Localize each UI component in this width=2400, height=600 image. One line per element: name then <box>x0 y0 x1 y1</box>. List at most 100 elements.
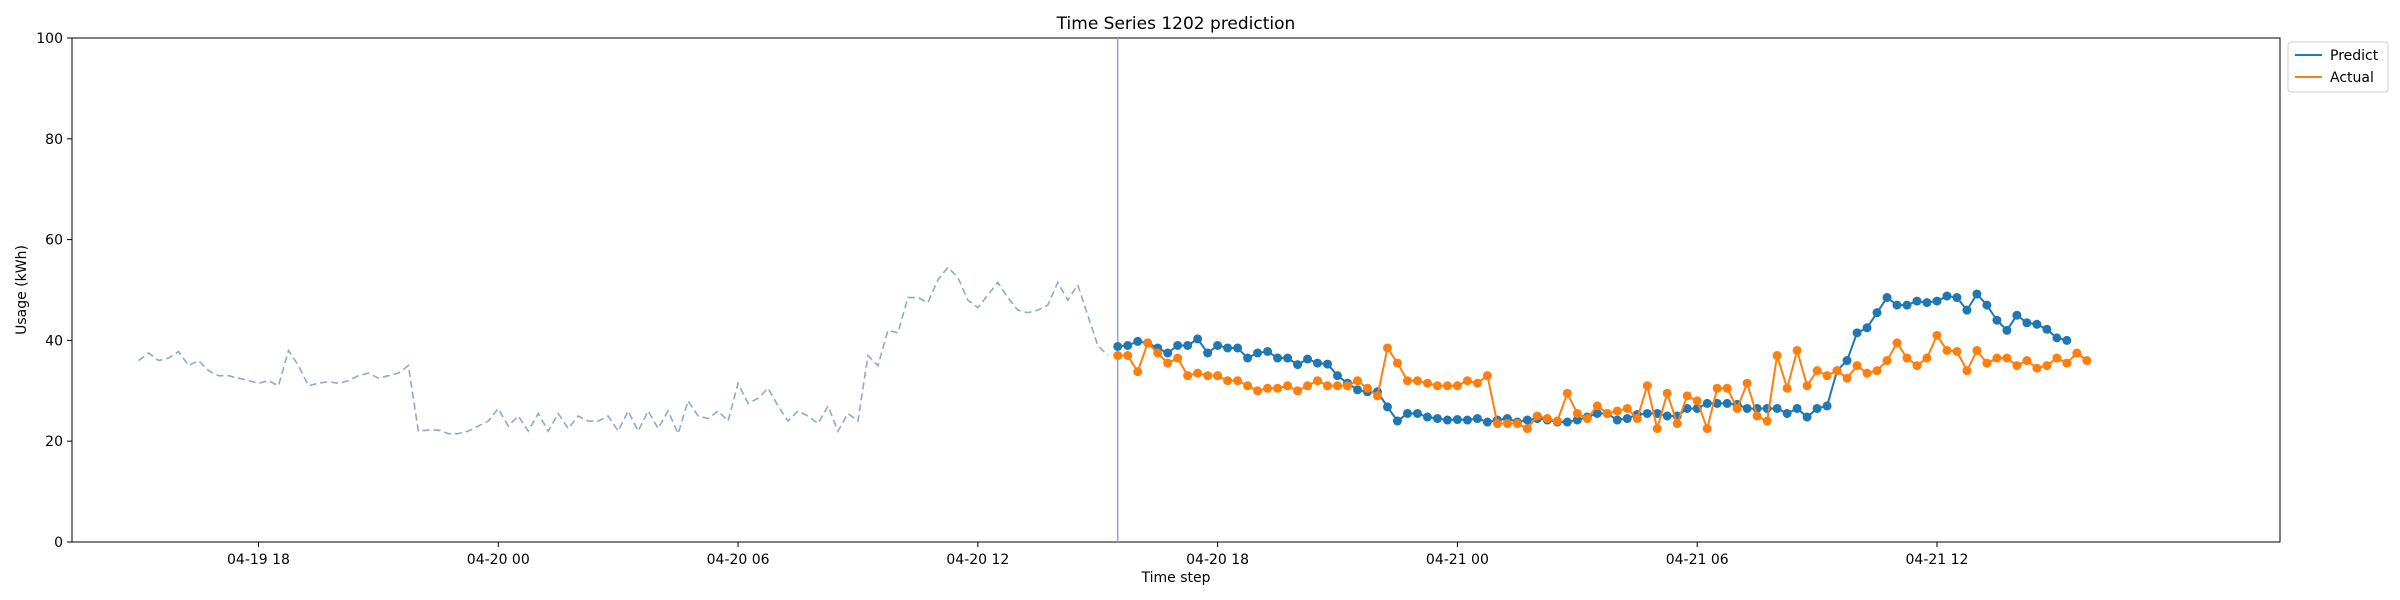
data-point-actual <box>1712 383 1722 393</box>
data-point-predict <box>1213 340 1223 350</box>
data-point-actual <box>1183 371 1193 381</box>
y-tick-label: 20 <box>45 434 63 450</box>
data-point-predict <box>1442 415 1452 425</box>
data-point-predict <box>2062 335 2072 345</box>
y-tick-label: 60 <box>45 233 63 249</box>
data-point-actual <box>1353 376 1362 386</box>
data-point-actual <box>2042 361 2052 371</box>
x-axis: 04-19 18 04-20 00 04-20 06 04-20 12 04-20 18… <box>227 542 1968 568</box>
data-point-actual <box>2002 353 2012 363</box>
data-point-predict <box>1333 371 1343 381</box>
data-point-actual <box>1153 348 1163 358</box>
data-point-predict <box>1782 408 1792 418</box>
data-point-actual <box>1972 345 1982 355</box>
data-point-predict <box>1123 340 1133 350</box>
data-point-predict <box>1622 414 1632 424</box>
data-point-predict <box>1522 415 1532 425</box>
data-point-predict <box>1932 296 1942 306</box>
data-point-actual <box>1452 381 1462 391</box>
data-point-actual <box>1592 401 1602 411</box>
data-point-actual <box>1802 381 1812 391</box>
data-point-predict <box>1113 341 1123 351</box>
data-point-predict <box>1802 412 1812 422</box>
data-point-actual <box>1362 383 1372 393</box>
forecast-series <box>1113 289 2092 434</box>
data-point-actual <box>1233 376 1243 386</box>
data-point-predict <box>1642 408 1652 418</box>
data-point-actual <box>1862 368 1872 378</box>
data-point-predict <box>1472 414 1482 424</box>
data-point-actual <box>1672 419 1682 429</box>
history-series <box>138 266 1109 436</box>
data-point-actual <box>1442 381 1452 391</box>
data-point-predict <box>1432 414 1442 424</box>
x-tick-label: 04-21 00 <box>1426 552 1489 568</box>
data-point-predict <box>1722 398 1732 408</box>
data-point-predict <box>1293 360 1303 370</box>
data-point-predict <box>1852 328 1862 338</box>
series-actual <box>1113 330 2092 434</box>
data-point-actual <box>1133 367 1143 377</box>
data-point-actual <box>2052 353 2062 363</box>
data-point-actual <box>1113 351 1123 361</box>
data-point-actual <box>1932 330 1942 340</box>
data-point-predict <box>2052 333 2062 343</box>
x-tick-label: 04-21 06 <box>1666 552 1729 568</box>
x-tick-label: 04-19 18 <box>227 552 290 568</box>
data-point-actual <box>1253 386 1263 396</box>
x-axis-title: Time step <box>1141 570 1211 586</box>
data-point-predict <box>1163 348 1173 358</box>
data-point-actual <box>1902 353 1912 363</box>
data-point-predict <box>1982 300 1992 310</box>
data-point-predict <box>1392 416 1402 426</box>
data-point-predict <box>1772 403 1782 413</box>
data-point-actual <box>1472 378 1482 388</box>
data-point-predict <box>1193 334 1203 344</box>
data-point-actual <box>1283 381 1293 391</box>
data-point-actual <box>1422 378 1432 388</box>
data-point-actual <box>1812 366 1822 376</box>
data-point-actual <box>1402 376 1412 386</box>
data-point-predict <box>1842 356 1852 366</box>
data-point-actual <box>1552 416 1562 426</box>
legend: Predict Actual <box>2287 41 2389 93</box>
data-point-actual <box>1732 403 1742 413</box>
data-point-actual <box>1213 371 1223 381</box>
data-point-actual <box>1412 376 1422 386</box>
data-point-predict <box>1952 293 1962 303</box>
history-line <box>138 266 1109 436</box>
data-point-predict <box>1353 385 1362 395</box>
x-tick-label: 04-20 00 <box>467 552 530 568</box>
data-point-actual <box>1962 366 1972 376</box>
data-point-actual <box>1702 424 1712 434</box>
data-point-actual <box>1203 371 1213 381</box>
data-point-predict <box>2002 325 2012 335</box>
data-point-actual <box>1163 358 1173 368</box>
data-point-actual <box>1522 424 1532 434</box>
data-point-actual <box>1532 411 1542 421</box>
data-point-actual <box>1572 408 1582 418</box>
data-point-predict <box>1283 353 1293 363</box>
data-point-actual <box>2082 356 2092 366</box>
data-point-actual <box>1772 351 1782 361</box>
data-point-predict <box>1892 300 1902 310</box>
data-point-actual <box>1502 419 1512 429</box>
data-point-predict <box>1742 403 1752 413</box>
data-point-actual <box>1622 403 1632 413</box>
data-point-predict <box>1572 415 1582 425</box>
data-point-actual <box>1692 396 1702 406</box>
data-point-predict <box>1812 403 1822 413</box>
data-point-actual <box>1343 381 1353 391</box>
y-axis: 0 20 40 60 80 100 <box>36 31 72 551</box>
data-point-actual <box>2062 358 2072 368</box>
data-point-predict <box>1402 408 1412 418</box>
data-point-actual <box>1882 356 1892 366</box>
data-point-predict <box>1992 315 2002 325</box>
data-point-actual <box>1462 376 1472 386</box>
data-point-actual <box>1323 381 1333 391</box>
data-point-actual <box>2032 363 2042 373</box>
data-point-actual <box>1492 419 1502 429</box>
data-point-actual <box>1652 424 1662 434</box>
